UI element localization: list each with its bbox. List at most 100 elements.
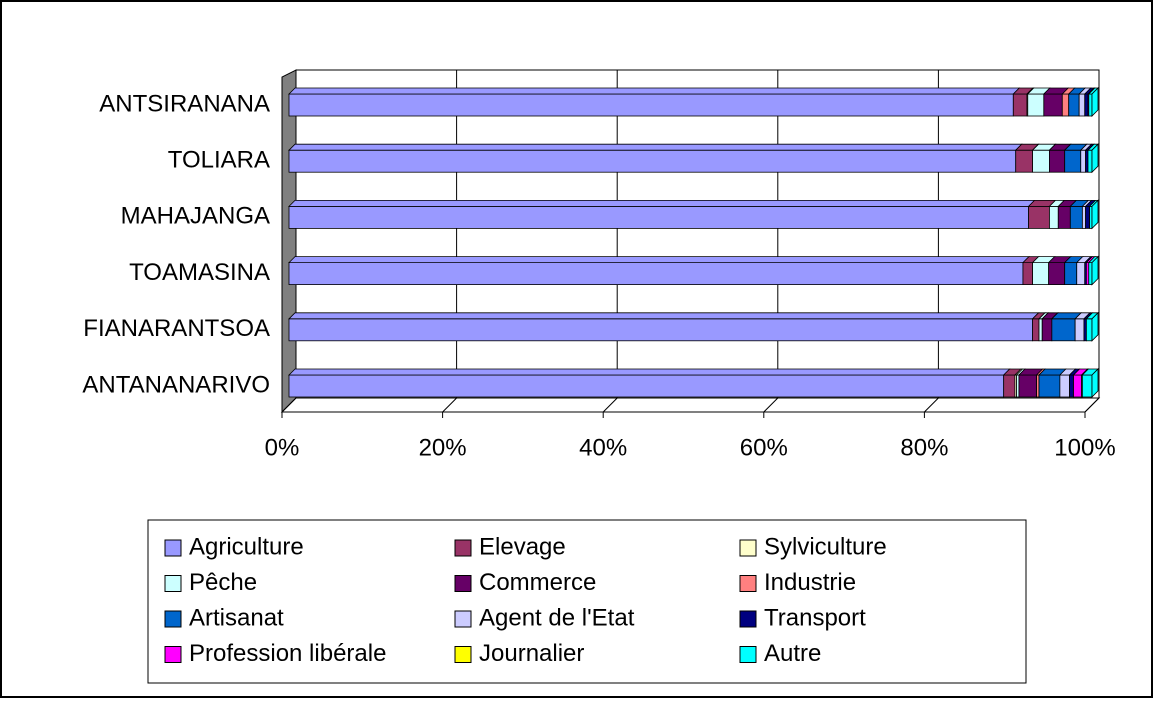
grid-line-floor: [763, 397, 779, 413]
x-tick-label: 60%: [740, 434, 788, 461]
bar-segment: [1081, 374, 1093, 398]
bar-segment: [1049, 205, 1059, 229]
legend-label: Artisanat: [189, 604, 284, 631]
bar-segment: [1085, 205, 1090, 229]
bar-segment-top: [288, 87, 1021, 95]
bar-segment: [1049, 149, 1066, 173]
grid-line-floor: [924, 397, 939, 413]
bar-segment-top: [288, 143, 1023, 151]
bar-segment: [1051, 318, 1076, 342]
bar-segment: [1043, 93, 1063, 117]
bar-segment: [1032, 318, 1040, 342]
y-tick-label: TOAMASINA: [129, 259, 270, 286]
legend-swatch: [164, 610, 182, 628]
legend-swatch: [164, 646, 182, 663]
legend-label: Commerce: [479, 569, 596, 596]
back-wall: [295, 69, 1100, 399]
legend-label: Autre: [764, 640, 821, 667]
x-tick-label: 20%: [419, 434, 467, 461]
legend-swatch: [739, 575, 757, 592]
legend-label: Agent de l'Etat: [479, 604, 635, 631]
x-tick-label: 40%: [579, 434, 627, 461]
legend-label: Sylviculture: [764, 533, 887, 560]
bar-segment: [1064, 262, 1078, 286]
bar-segment: [288, 205, 1029, 229]
x-tick-label: 80%: [900, 434, 948, 461]
bar-segment: [1087, 149, 1093, 173]
bar-segment-top: [288, 368, 1011, 376]
bar-end: [1091, 311, 1099, 342]
y-tick-label: FIANARANTSOA: [83, 315, 270, 342]
bar-segment: [1028, 205, 1050, 229]
bar-segment: [1061, 93, 1070, 117]
bar-segment: [1012, 93, 1028, 117]
legend-swatch: [739, 539, 757, 557]
bar-segment: [1076, 262, 1086, 286]
side-wall: [281, 69, 297, 414]
bar-end: [1091, 143, 1099, 174]
y-tick-label: TOLIARA: [168, 147, 270, 174]
grid-line-floor: [442, 397, 457, 413]
x-tick-label: 100%: [1054, 434, 1115, 461]
bar-segment: [1059, 374, 1070, 398]
bar-end: [1091, 255, 1099, 286]
legend-swatch: [454, 539, 472, 557]
legend-label: Agriculture: [189, 533, 304, 560]
bar-segment: [288, 149, 1017, 173]
legend-swatch: [454, 646, 472, 663]
grid-line-floor: [1084, 397, 1100, 413]
bar-segment: [1018, 374, 1037, 398]
bar-segment-top: [288, 312, 1040, 320]
bar-segment: [1022, 262, 1033, 286]
legend-swatch: [454, 575, 472, 592]
bar-segment: [288, 262, 1024, 286]
bar-segment: [1041, 318, 1053, 342]
bar-end: [1091, 87, 1099, 117]
bar-segment: [1064, 149, 1082, 173]
bar-segment: [1069, 205, 1083, 229]
bar-segment: [1032, 149, 1050, 173]
grid-line-floor: [281, 397, 297, 413]
bar-segment: [1027, 93, 1045, 117]
bar-segment: [1057, 205, 1071, 229]
bar-segment: [1073, 374, 1082, 398]
bar-segment: [288, 318, 1033, 342]
bar-segment: [288, 374, 1005, 398]
bar-segment: [1032, 262, 1050, 286]
floor: [280, 397, 1101, 413]
y-tick-label: ANTSIRANANA: [99, 90, 270, 117]
x-tick-label: 0%: [265, 434, 300, 461]
bar-segment: [1078, 93, 1086, 117]
legend-swatch: [164, 575, 182, 592]
legend-box: [147, 519, 1027, 684]
legend-label: Pêche: [189, 569, 257, 596]
bar-segment: [1080, 149, 1086, 173]
bar-segment-top: [288, 256, 1030, 264]
legend-label: Industrie: [764, 569, 856, 596]
legend-label: Transport: [764, 604, 866, 631]
bar-segment-top: [288, 199, 1036, 207]
legend-swatch: [164, 539, 182, 557]
bar-end: [1091, 199, 1099, 230]
bar-segment: [1068, 93, 1080, 117]
bar-segment: [1038, 374, 1061, 398]
legend-label: Journalier: [479, 640, 584, 667]
bar-segment: [1003, 374, 1016, 398]
bar-segment: [1081, 205, 1086, 229]
bar-segment: [1084, 93, 1089, 117]
legend-swatch: [739, 646, 757, 663]
grid-line-floor: [602, 397, 618, 413]
bar-segment: [1088, 262, 1093, 286]
y-tick-label: MAHAJANGA: [121, 203, 270, 230]
bar-segment: [1074, 318, 1085, 342]
bar-segment: [1088, 93, 1093, 117]
y-tick-label: ANTANANARIVO: [82, 371, 270, 398]
bar-segment: [1015, 149, 1033, 173]
legend-swatch: [454, 610, 472, 628]
bar-segment: [1038, 318, 1043, 342]
bar-end: [1091, 368, 1099, 398]
bar-segment: [1048, 262, 1066, 286]
legend-label: Profession libérale: [189, 640, 386, 667]
bar-segment: [1085, 318, 1093, 342]
